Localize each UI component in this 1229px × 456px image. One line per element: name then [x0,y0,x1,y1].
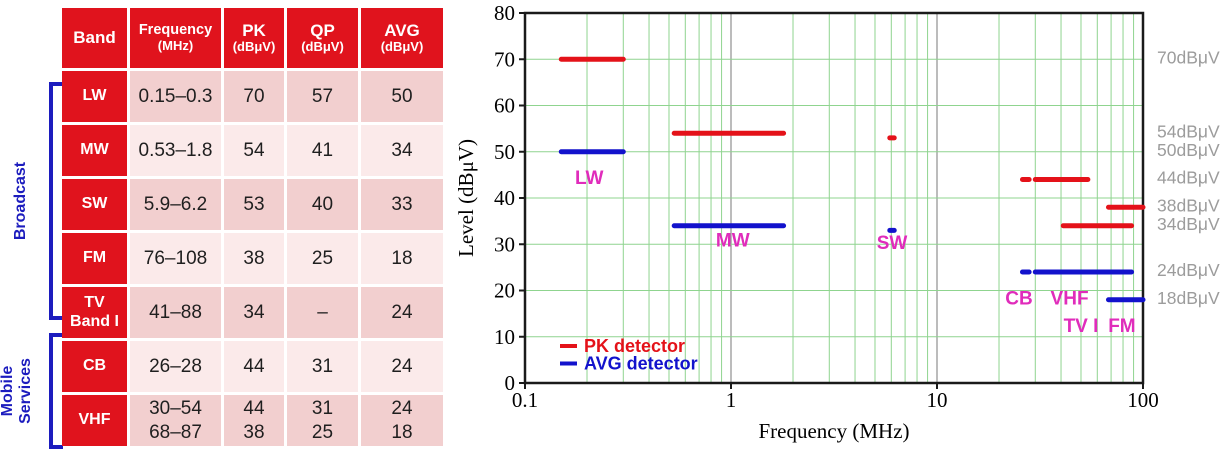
legend-label-avg: AVG detector [584,354,698,374]
avg-cell-cb: 24 [361,341,443,392]
avg-cell-tv-band-i: 24 [361,287,443,338]
band-cell-lw: LW [62,71,127,122]
x-tick-label: 1 [726,388,737,412]
band-cell-tv-band-i: TV Band I [62,287,127,338]
pk-cell-mw: 54 [224,125,284,176]
group-label-mobile-services: Mobile Services [0,358,34,424]
freq-cell-mw: 0.53–1.8 [130,125,221,176]
band-label-fm: FM [1108,316,1135,337]
group-label-broadcast: Broadcast [12,161,30,241]
right-label-50: 50dBμV [1157,140,1220,160]
pk-cell-tv-band-i: 34 [224,287,284,338]
col-header-frequency: Frequency (MHz) [130,8,221,68]
y-tick-label: 0 [505,371,516,395]
band-table-panel: Broadcast Mobile Services Band Frequency… [0,0,465,451]
chart-canvas: 0 10 20 30 40 50 60 70 80 0.1 1 10 100 Frequency (MHz… [454,1,1220,443]
col-header-avg: AVG (dBμV) [361,8,443,68]
qp-cell-sw: 40 [287,179,358,230]
avg-cell-mw: 34 [361,125,443,176]
freq-cell-sw: 5.9–6.2 [130,179,221,230]
right-label-34: 34dBμV [1157,214,1220,234]
band-label-cb: CB [1005,288,1032,309]
qp-cell-mw: 41 [287,125,358,176]
col-header-pk: PK (dBμV) [224,8,284,68]
qp-cell-fm: 25 [287,233,358,284]
band-cell-cb: CB [62,341,127,392]
col-header-qp: QP (dBμV) [287,8,358,68]
band-label-vhf: VHF [1051,288,1089,309]
legend-label-pk: PK detector [584,336,685,356]
band-cell-fm: FM [62,233,127,284]
right-label-54: 54dBμV [1157,121,1220,141]
pk-cell-fm: 38 [224,233,284,284]
pk-cell-vhf: 44 38 [224,395,284,446]
x-tick-label: 10 [927,388,948,412]
qp-cell-tv-band-i: – [287,287,358,338]
qp-cell-lw: 57 [287,71,358,122]
y-tick-label: 30 [494,232,515,256]
x-tick-label: 0.1 [512,388,538,412]
y-tick-label: 70 [494,47,515,71]
band-limits-table: Band Frequency (MHz) PK (dBμV) QP (dBμV)… [62,8,443,446]
freq-cell-tv-band-i: 41–88 [130,287,221,338]
y-tick-label: 10 [494,325,515,349]
band-label-mw: MW [716,231,750,252]
qp-cell-cb: 31 [287,341,358,392]
level-vs-frequency-chart: 0 10 20 30 40 50 60 70 80 0.1 1 10 100 Frequency (MHz… [454,0,1229,451]
x-tick-label: 100 [1127,388,1159,412]
avg-cell-sw: 33 [361,179,443,230]
freq-cell-vhf: 30–54 68–87 [130,395,221,446]
band-cell-sw: SW [62,179,127,230]
band-label-tv-i: TV I [1064,316,1099,337]
band-cell-mw: MW [62,125,127,176]
y-tick-label: 60 [494,94,515,118]
band-label-lw: LW [575,168,604,189]
pk-cell-lw: 70 [224,71,284,122]
band-label-sw: SW [877,233,908,254]
x-axis-title: Frequency (MHz) [758,419,909,443]
y-tick-label: 80 [494,1,515,25]
right-label-18: 18dBμV [1157,288,1220,308]
freq-cell-cb: 26–28 [130,341,221,392]
y-tick-label: 50 [494,140,515,164]
right-label-24: 24dBμV [1157,260,1220,280]
qp-cell-vhf: 31 25 [287,395,358,446]
avg-cell-fm: 18 [361,233,443,284]
y-tick-label: 40 [494,186,515,210]
freq-cell-lw: 0.15–0.3 [130,71,221,122]
pk-cell-sw: 53 [224,179,284,230]
avg-cell-vhf: 24 18 [361,395,443,446]
col-header-band: Band [62,8,127,68]
y-tick-label: 20 [494,279,515,303]
band-cell-vhf: VHF [62,395,127,446]
right-label-44: 44dBμV [1157,168,1220,188]
y-axis-title: Level (dBμV) [455,139,478,257]
pk-cell-cb: 44 [224,341,284,392]
right-label-70: 70dBμV [1157,47,1220,67]
avg-cell-lw: 50 [361,71,443,122]
freq-cell-fm: 76–108 [130,233,221,284]
right-label-38: 38dBμV [1157,195,1220,215]
